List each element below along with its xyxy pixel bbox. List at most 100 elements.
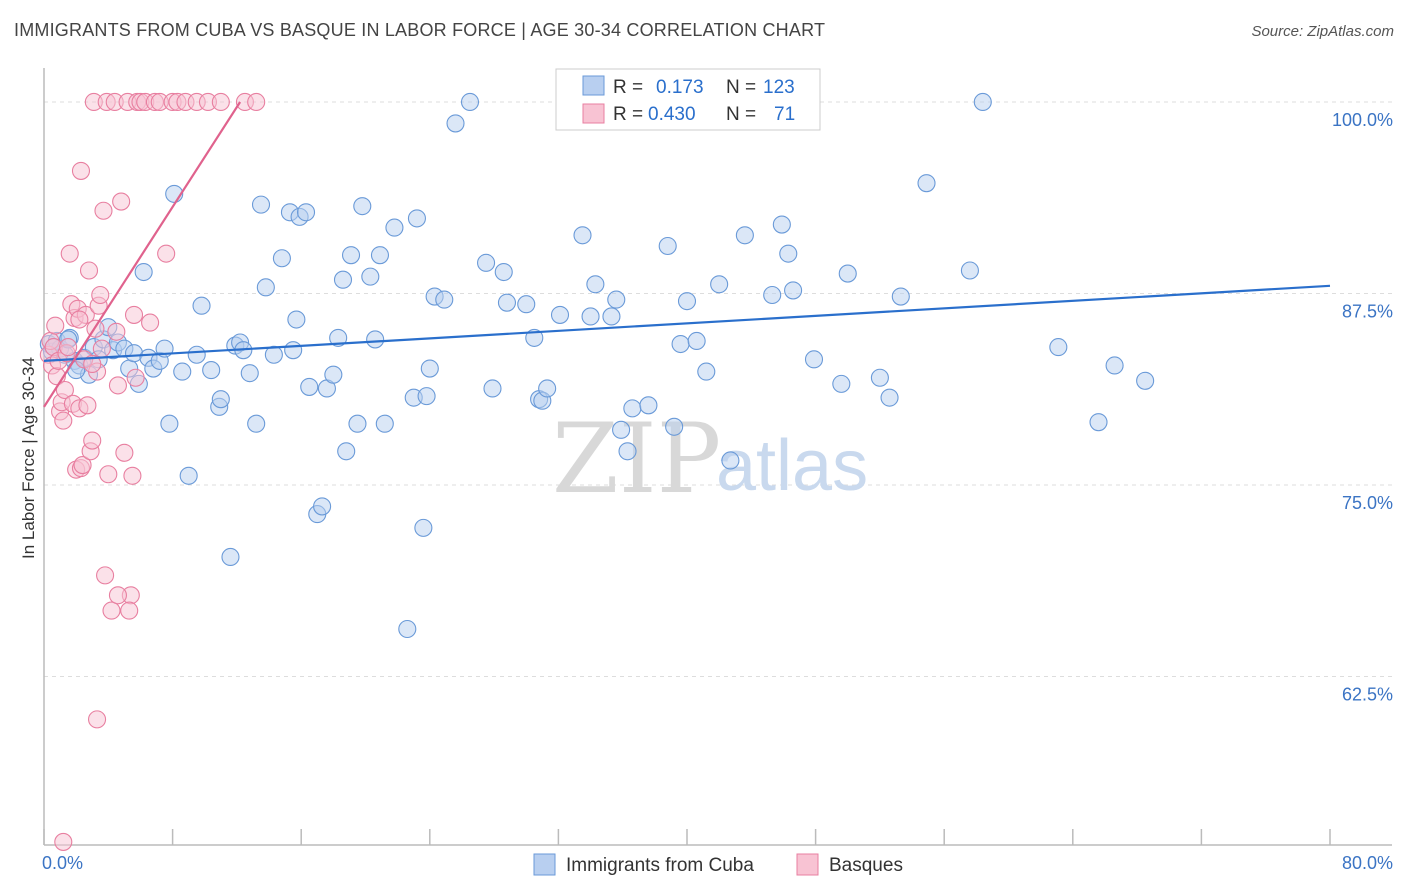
cuba-point [300,377,319,396]
cuba-point [134,262,153,282]
cuba-point [960,261,979,280]
cuba-point [804,350,824,369]
basque-point [102,601,121,620]
y-tick-label: 100.0% [1332,110,1393,130]
cuba-point [618,442,637,461]
legend-swatch-basques [582,103,605,124]
bottom-legend-swatch-basques [796,853,819,876]
cuba-point [483,379,502,398]
cuba-point [1089,413,1108,432]
cuba-point [221,547,240,567]
cuba-point [324,365,343,384]
cuba-point [525,328,544,347]
basque-point [46,316,65,335]
cuba-point [192,296,211,315]
cuba-point [602,307,621,326]
cuba-point [341,246,361,265]
legend-r-value-basques: 0.430 [648,104,696,125]
cuba-point [1049,338,1068,357]
basque-point [55,380,74,400]
basque-point [60,244,79,263]
cuba-point [247,414,266,433]
bottom-legend: Immigrants from Cuba Basques [533,853,903,876]
cuba-point [677,292,697,311]
cuba-point [838,264,857,283]
cuba-point [973,92,992,112]
cuba-point [361,267,380,286]
y-tick-label: 62.5% [1342,684,1393,704]
basque-point [54,411,73,430]
basque-point [247,92,266,112]
legend-n-value-basques: 71 [774,104,795,125]
cuba-point [697,362,716,381]
legend-r-value-cuba: 0.173 [656,77,704,98]
cuba-point [832,374,851,393]
cuba-point [623,399,642,418]
cuba-point [460,92,480,112]
cuba-point [772,215,791,234]
basque-point [107,322,126,341]
basque-point [108,376,127,395]
basque-point [70,310,89,329]
cuba-point [494,262,513,282]
legend-n-label-basques: N = [726,104,756,125]
cuba-point [435,290,454,309]
basque-point [141,313,160,332]
basque-point [54,832,73,851]
basque-point [78,396,97,415]
basque-point [59,338,78,357]
cuba-point [586,275,605,294]
y-tick-labels: 100.0% 87.5% 75.0% 62.5% [1332,110,1393,704]
basque-point [71,161,91,180]
basque-point [91,285,110,305]
cuba-point [313,497,332,516]
cuba-point [370,246,390,265]
cuba-point [420,359,439,378]
legend-n-value-cuba: 123 [763,77,795,98]
basque-point [87,710,107,729]
axes [43,68,1392,846]
basque-point [211,92,230,112]
cuba-point [287,310,306,329]
cuba-point [296,203,316,222]
cuba-point [639,396,658,415]
cuba-point [573,226,592,245]
cuba-point [348,414,367,433]
basque-point [79,261,99,280]
cuba-point [658,236,677,256]
cuba-point [179,466,198,485]
basque-point [115,443,134,462]
x-tick-label: 0.0% [42,853,83,873]
cuba-point [173,362,192,381]
x-tick-labels: 0.0% 80.0% [42,853,1393,873]
cuba-point [581,307,600,326]
cuba-point [550,305,570,324]
cuba-point [272,249,291,268]
y-axis-label: In Labor Force | Age 30-34 [19,357,38,559]
cuba-point [398,619,417,639]
basque-point [124,305,144,324]
bottom-legend-label-cuba: Immigrants from Cuba [566,855,754,876]
cuba-point [612,420,631,439]
cuba-point [375,414,394,433]
basque-point [83,431,102,450]
cuba-point [1136,371,1155,390]
basque-point [120,601,139,620]
cuba-point [891,287,910,306]
legend-swatch-cuba [582,75,605,96]
bottom-legend-label-basques: Basques [829,855,903,876]
cuba-point [284,341,303,360]
cuba-point [784,281,803,300]
legend-r-label-cuba: R = [613,77,643,98]
basque-point [73,456,92,475]
cuba-point [710,275,729,294]
legend-n-label-cuba: N = [726,77,756,98]
cuba-point [763,285,782,305]
grid-lines [44,101,1392,677]
cuba-point [211,390,230,409]
basque-point [123,466,142,485]
cuba-point [385,218,404,237]
cuba-point [735,226,754,245]
cuba-trend-line [43,284,1331,362]
cuba-point [187,345,206,364]
